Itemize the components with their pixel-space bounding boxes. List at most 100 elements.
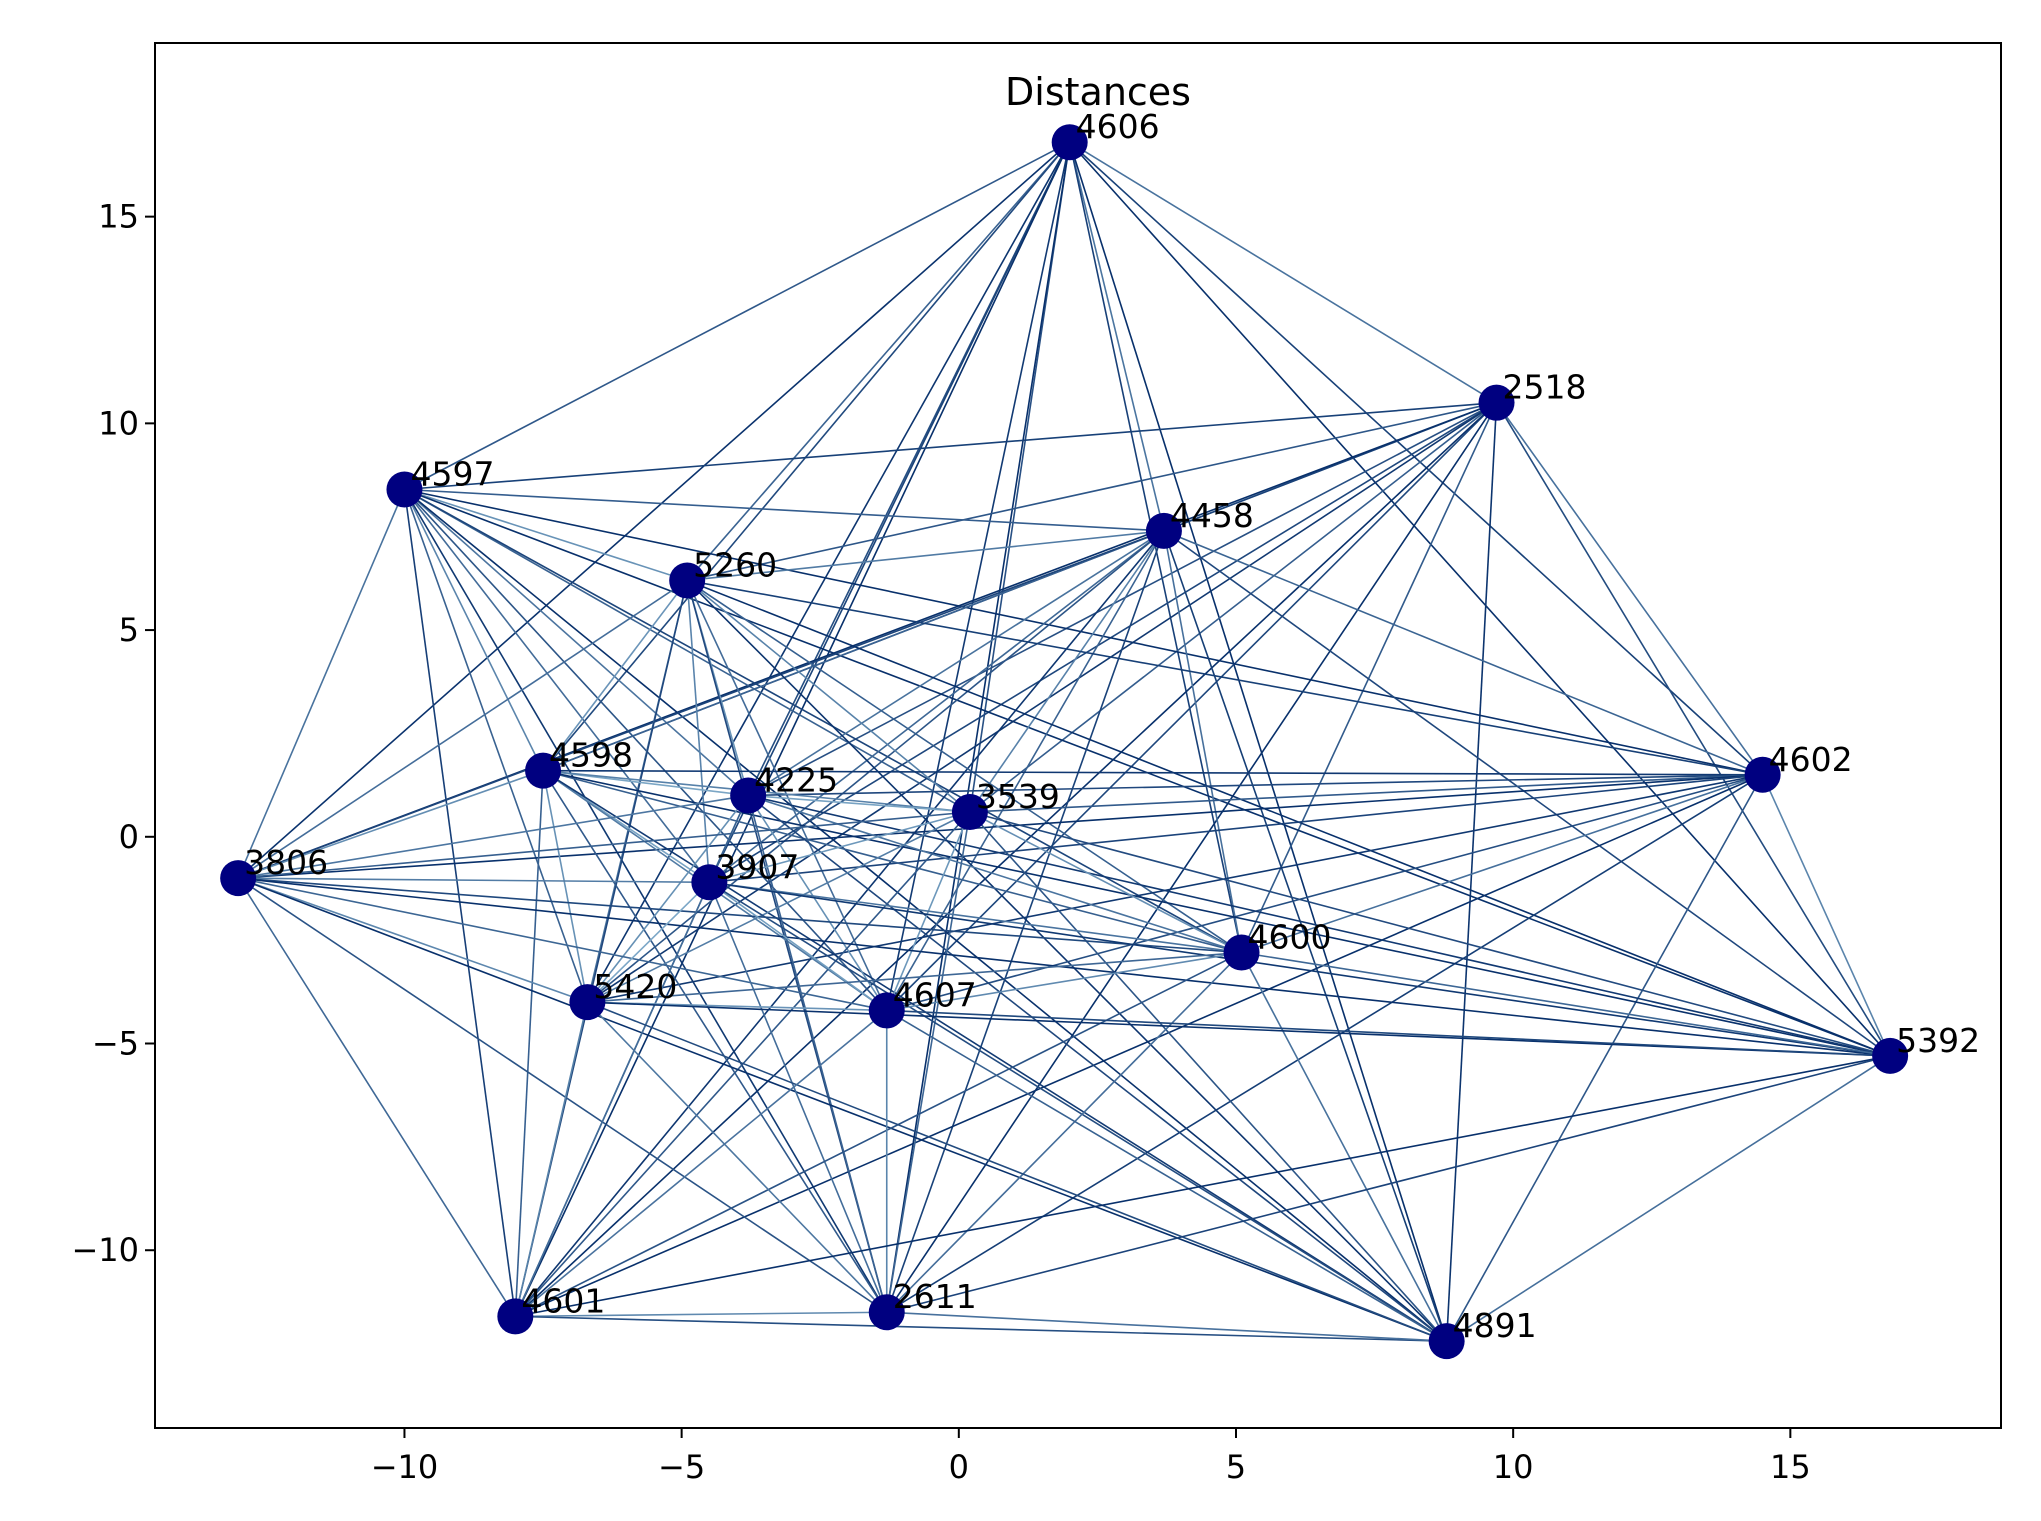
edge-2518-4601 [514,402,1498,1317]
edge-3539-4891 [969,811,1448,1342]
edge-4598-4601 [514,770,544,1317]
edge-2518-4607 [886,402,1498,1011]
node-4607 [868,992,905,1029]
edge-4606-3539 [969,142,1071,813]
edge-4600-4891 [1240,952,1448,1342]
edge-4598-2611 [542,770,888,1313]
edge-4606-5392 [1069,141,1891,1057]
edge-4606-2611 [885,142,1071,1313]
node-5392 [1872,1037,1909,1074]
node-5260 [669,562,706,599]
edge-4598-4225 [542,769,749,797]
edge-4225-4600 [747,794,1242,954]
edge-5260-4598 [542,579,688,772]
edge-4597-4602 [404,488,1763,776]
edge-5260-4600 [686,579,1242,954]
edge-4597-4891 [403,488,1448,1342]
edge-4597-5260 [404,488,688,582]
edge-4606-4598 [542,141,1071,772]
edge-4598-5392 [542,769,1891,1057]
edge-3806-5392 [238,877,1891,1057]
edge-4606-2518 [1069,141,1497,404]
edge-4225-5420 [586,794,749,1003]
edge-4606-5260 [686,141,1071,581]
node-label-4597: 4597 [410,455,494,494]
edge-4225-4607 [747,795,888,1011]
node-2611 [868,1294,905,1331]
y-tick-label: 10 [98,404,139,442]
node-label-2518: 2518 [1503,368,1587,407]
edge-4458-5420 [586,530,1165,1003]
edge-4601-4891 [515,1315,1447,1342]
edge-5420-4891 [587,1001,1447,1342]
node-label-3539: 3539 [976,777,1060,816]
edge-3539-3907 [709,811,971,884]
edge-4597-3907 [403,489,710,883]
edge-layer [237,141,1891,1342]
node-label-4607: 4607 [893,975,977,1014]
edge-4597-3806 [237,489,406,879]
edge-3806-3907 [238,877,710,884]
edge-4602-4598 [543,769,1763,776]
edge-4606-4601 [514,141,1071,1317]
edge-4606-4607 [885,142,1071,1011]
edge-4458-3806 [237,530,1165,879]
edge-3907-5420 [586,881,710,1003]
y-tick-label: 0 [119,818,139,856]
edge-5392-4601 [515,1055,1891,1318]
node-2518 [1478,384,1515,421]
edge-4458-4225 [747,530,1165,797]
node-3907 [691,864,728,901]
edge-4458-3539 [969,530,1165,813]
node-4458 [1145,512,1182,549]
edge-2518-4597 [404,401,1497,491]
edge-4602-4225 [748,773,1763,797]
node-label-5420: 5420 [593,967,677,1006]
edge-4458-5260 [687,530,1165,582]
edge-4458-4891 [1163,530,1448,1342]
edge-3539-5392 [969,811,1891,1057]
edge-4602-3539 [969,773,1763,813]
edge-4606-4597 [404,141,1071,491]
edge-4602-4607 [886,774,1763,1012]
edge-3806-5420 [237,877,588,1003]
node-label-5392: 5392 [1896,1021,1980,1060]
edge-4606-3806 [237,141,1071,879]
edge-4458-4600 [1163,530,1243,953]
edge-4606-5420 [586,141,1071,1003]
edge-4225-4891 [747,794,1448,1342]
edge-4600-4607 [886,951,1242,1012]
edge-4602-4891 [1445,774,1764,1342]
chart-title: Distances [1005,70,1191,114]
x-tick-label: 15 [1770,1448,1811,1486]
edge-4602-5392 [1761,774,1891,1057]
y-tick-label: −5 [92,1025,139,1063]
edge-3539-3806 [238,811,970,879]
y-tick-label: 5 [119,611,139,649]
edge-4598-3806 [237,769,544,879]
edge-5392-2611 [886,1055,1891,1314]
edge-4607-4601 [514,1009,888,1317]
edge-2518-3539 [969,402,1498,813]
edge-4225-2611 [747,795,888,1313]
edge-5420-2611 [586,1001,888,1313]
node-label-4225: 4225 [754,760,838,799]
node-label-4598: 4598 [549,736,633,775]
node-4601 [497,1298,534,1335]
edge-4597-3539 [404,488,971,813]
edge-2518-5420 [586,402,1497,1003]
edge-4602-5420 [587,773,1763,1003]
edge-4606-4458 [1068,142,1165,532]
plot-frame [154,42,2002,1429]
edge-3907-4891 [708,881,1448,1342]
node-label-4458: 4458 [1170,496,1254,535]
edge-4598-5420 [542,770,589,1003]
edge-5260-4602 [687,579,1763,776]
edge-4597-4598 [403,489,544,771]
edge-2611-4891 [886,1311,1447,1342]
edge-2518-4225 [747,401,1497,797]
edge-5260-5392 [686,579,1891,1057]
edge-4458-4601 [514,530,1165,1317]
edge-4600-2611 [886,951,1243,1313]
